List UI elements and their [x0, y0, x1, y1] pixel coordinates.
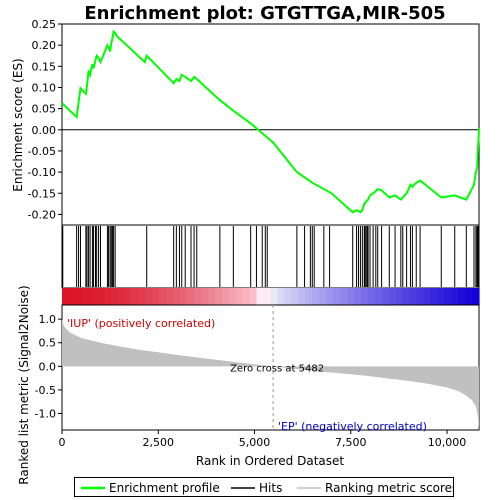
color-band-segment [89, 288, 98, 305]
color-band-segment [207, 288, 216, 305]
color-band-segment [465, 288, 473, 305]
color-band-segment [131, 288, 140, 305]
es-ytick-label: 0.00 [32, 124, 57, 137]
x-tick-label: 10,000 [428, 436, 467, 449]
color-band-segment [340, 288, 348, 305]
chart-title: Enrichment plot: GTGTTGA,MIR-505 [84, 3, 445, 24]
color-band-segment [402, 288, 411, 305]
color-band-segment [110, 288, 119, 305]
color-band-segment [180, 288, 188, 305]
color-band-segment [124, 288, 133, 305]
color-band-segment [62, 288, 70, 305]
legend-hits-label: Hits [259, 481, 282, 495]
color-band-segment [291, 288, 299, 305]
color-band-segment [333, 288, 341, 305]
color-band-segment [458, 288, 466, 305]
color-band-segment [173, 288, 181, 305]
color-band-segment [437, 288, 445, 305]
metric-ytick-label: 1.0 [39, 313, 57, 326]
color-band-segment [145, 288, 153, 305]
color-band-segment [117, 288, 126, 305]
color-band-segment [96, 288, 105, 305]
metric-ytick-label: 0.5 [39, 337, 57, 350]
color-band-segment [103, 288, 112, 305]
color-band-segment [75, 288, 84, 305]
metric-ytick-label: -0.5 [35, 384, 56, 397]
color-band-segment [367, 288, 376, 305]
color-band-segment [68, 288, 77, 305]
metric-panel: -1.0 -0.5 0.0 0.5 1.0 Zero cross at 5482 'IU… [17, 285, 480, 485]
color-band-segment [388, 288, 397, 305]
metric-ytick-label: 0.0 [39, 360, 57, 373]
color-band-segment [444, 288, 452, 305]
metric-ytick-label: -1.0 [35, 407, 56, 420]
color-band-segment [263, 288, 272, 305]
legend: Enrichment profile Hits Ranking metric s… [74, 477, 454, 497]
legend-metric-label: Ranking metric scores [325, 481, 453, 495]
x-axis-label: Rank in Ordered Dataset [196, 454, 344, 468]
es-ytick-label: 0.15 [32, 60, 57, 73]
color-band-segment [346, 288, 355, 305]
color-band-segment [214, 288, 223, 305]
x-tick-label: 5,000 [239, 436, 271, 449]
es-ytick-label: 0.25 [32, 18, 57, 31]
es-ytick-label: -0.05 [28, 145, 56, 158]
es-ytick-label: 0.20 [32, 39, 57, 52]
color-band-segment [270, 288, 279, 305]
legend-profile-label: Enrichment profile [109, 481, 220, 495]
color-band-segment [194, 288, 202, 305]
color-band-segment [152, 288, 160, 305]
color-band-segment [381, 288, 390, 305]
color-band-segment [298, 288, 306, 305]
color-band-segment [256, 288, 265, 305]
color-band-segment [249, 288, 258, 305]
color-band-segment [221, 288, 230, 305]
x-tick-label: 0 [59, 436, 66, 449]
es-ytick-label: -0.20 [28, 208, 56, 221]
ranking-metric-area [62, 319, 479, 430]
color-band-segment [326, 288, 334, 305]
color-band-segment [416, 288, 424, 305]
color-band-segment [166, 288, 174, 305]
zero-cross-label: Zero cross at 5482 [230, 363, 324, 374]
es-ylabel: Enrichment score (ES) [11, 58, 25, 191]
es-ytick-label: -0.10 [28, 166, 56, 179]
color-band-segment [201, 288, 209, 305]
color-band-segment [353, 288, 362, 305]
color-band-segment [305, 288, 313, 305]
color-band-segment [472, 288, 480, 305]
color-band-segment [159, 288, 167, 305]
color-band-segment [430, 288, 438, 305]
color-band-segment [284, 288, 292, 305]
positive-label: 'IUP' (positively correlated) [67, 317, 215, 330]
es-ytick-label: 0.05 [32, 103, 57, 116]
hits-panel [61, 224, 480, 289]
color-band-segment [374, 288, 383, 305]
x-tick-label: 7,500 [335, 436, 367, 449]
color-band-segment [235, 288, 244, 305]
es-ytick-label: -0.15 [28, 187, 56, 200]
color-band-segment [277, 288, 285, 305]
color-band-segment [312, 288, 320, 305]
rank-color-band [62, 288, 480, 305]
es-panel: -0.20 -0.15 -0.10 -0.05 0.00 0.05 0.10 0.15 0.20… [11, 18, 480, 226]
es-panel-frame [61, 23, 480, 226]
es-ytick-label: 0.10 [32, 81, 57, 94]
color-band-segment [319, 288, 327, 305]
negative-label: 'EP' (negatively correlated) [278, 420, 427, 433]
color-band-segment [409, 288, 418, 305]
color-band-segment [242, 288, 251, 305]
color-band-segment [82, 288, 91, 305]
color-band-segment [451, 288, 459, 305]
color-band-segment [138, 288, 146, 305]
color-band-segment [360, 288, 369, 305]
color-band-segment [423, 288, 431, 305]
enrichment-profile-line [61, 29, 480, 214]
x-tick-label: 2,500 [143, 436, 175, 449]
color-band-segment [395, 288, 404, 305]
color-band-segment [187, 288, 195, 305]
color-band-segment [228, 288, 237, 305]
metric-ylabel: Ranked list metric (Signal2Noise) [17, 285, 31, 484]
